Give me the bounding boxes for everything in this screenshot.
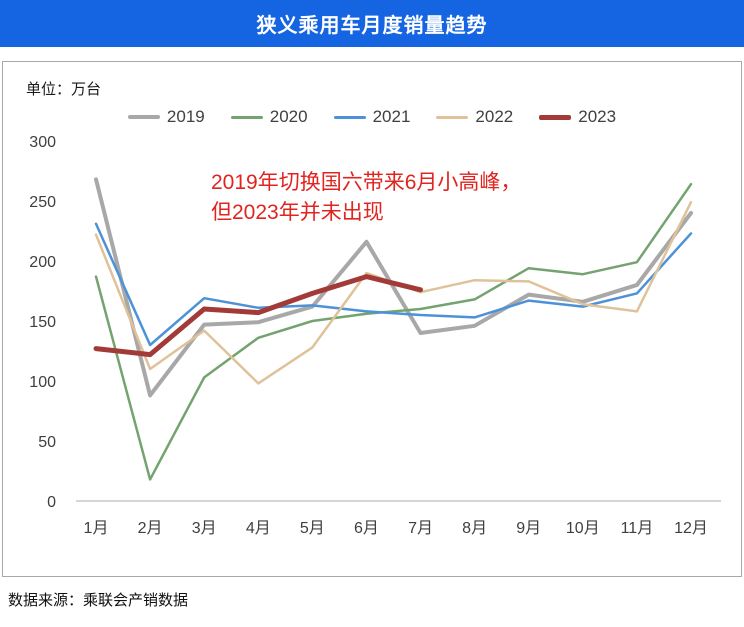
legend-item-2019: 2019 [127,107,205,127]
x-axis-tick-label: 8月 [462,520,487,537]
annotation-line-1: 2019年切换国六带来6月小高峰， [211,171,522,194]
y-axis-tick-label: 0 [47,494,56,511]
legend-label-2022: 2022 [475,107,514,126]
legend-label-2021: 2021 [372,107,411,126]
y-axis-tick-label: 200 [29,254,56,271]
page-title: 狭义乘用车月度销量趋势 [256,15,488,37]
legend-swatch-2019 [127,115,160,119]
annotation: 2019年切换国六带来6月小高峰， 但2023年并未出现 [211,168,521,229]
legend-swatch-2023 [539,114,572,120]
y-axis-tick-label: 50 [38,434,56,451]
legend-swatch-2020 [230,115,263,119]
line-chart: 0 50 100 150 200 250 300 1月 2月 3月 4月 5月 6月 7月 8月 9月 10月 1… [29,134,721,537]
legend-item-2020: 2020 [230,107,308,127]
x-axis-tick-label: 2月 [138,520,163,537]
y-axis-tick-label: 250 [29,194,56,211]
x-axis-tick-label: 9月 [516,520,541,537]
x-axis-tick-label: 10月 [566,520,600,537]
annotation-line-2: 但2023年并未出现 [211,201,384,225]
chart-panel: 单位：万台 2019 2020 2021 2022 2023 0 50 100 150 200 2… [2,61,742,577]
legend-swatch-2021 [333,115,366,119]
legend-swatch-2022 [436,115,469,119]
x-axis-tick-label: 3月 [192,520,217,537]
series-line-2023 [93,274,423,358]
legend: 2019 2020 2021 2022 2023 [3,104,741,130]
x-axis-tick-label: 6月 [354,520,379,537]
x-axis-tick-label: 7月 [408,520,433,537]
legend-label-2020: 2020 [269,107,308,126]
x-axis-tick-label: 11月 [621,520,654,537]
title-bar: 狭义乘用车月度销量趋势 [0,0,744,47]
unit-label: 单位：万台 [26,81,102,98]
y-axis-tick-label: 150 [29,314,56,331]
legend-label-2023: 2023 [578,107,617,126]
series-line-2022 [94,200,693,385]
y-axis-tick-label: 300 [29,134,56,151]
x-axis-tick-label: 4月 [246,520,271,537]
legend-item-2023: 2023 [539,107,616,127]
x-axis-tick-label: 5月 [300,520,325,537]
x-axis-tick-label: 1月 [84,520,109,537]
data-source: 数据来源：乘联会产销数据 [8,592,189,609]
x-axis-tick-label: 12月 [674,520,708,537]
y-axis-tick-label: 100 [29,374,56,391]
legend-label-2019: 2019 [166,107,205,126]
legend-item-2021: 2021 [333,107,411,127]
legend-item-2022: 2022 [436,107,513,127]
series-line-2020 [94,182,693,481]
